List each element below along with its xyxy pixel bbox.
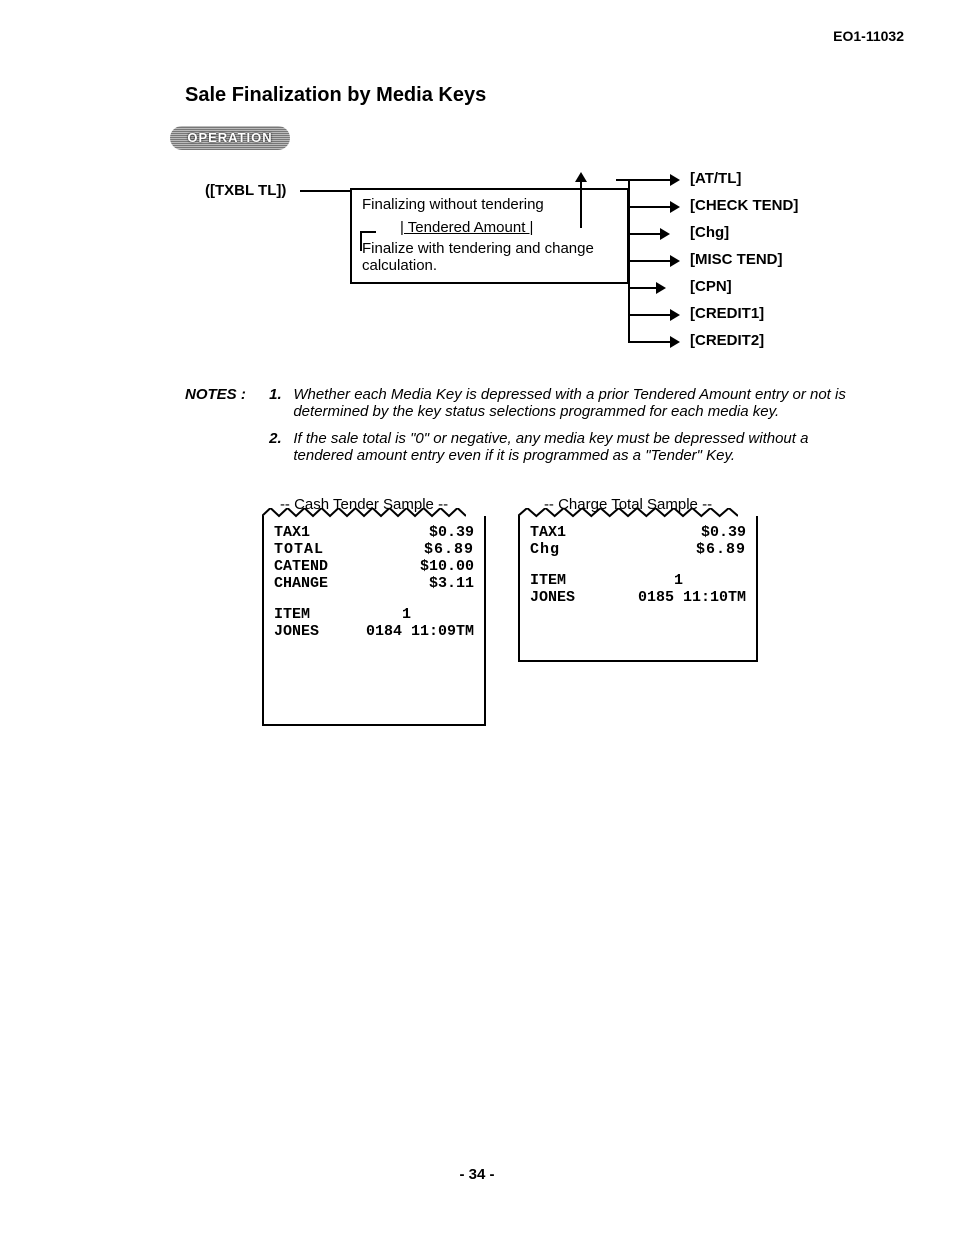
connector [300,190,350,192]
flow-box: Finalizing without tendering | Tendered … [350,188,629,284]
note-number: 2. [269,430,289,447]
receipt-line: TAX1$0.39 [530,524,746,541]
media-key-label: [AT/TL] [690,170,741,187]
media-key-label: [CPN] [690,278,732,295]
receipt-line: JONES0185 11:10TM [530,589,746,606]
notes-label: NOTES : [185,386,265,403]
key-arrow [628,233,668,235]
key-arrow [628,206,678,208]
media-key-label: [CHECK TEND] [690,197,798,214]
key-arrow [628,314,678,316]
flow-line2: Finalize with tendering and change calcu… [362,240,617,274]
key-arrow [628,179,678,181]
txbl-label: ([TXBL TL]) [205,182,286,199]
media-key-label: [CREDIT2] [690,332,764,349]
note-text: If the sale total is "0" or negative, an… [293,430,853,464]
receipt-line: CATEND$10.00 [274,558,474,575]
doc-id: EO1-11032 [833,28,904,44]
receipt-line: TAX1$0.39 [274,524,474,541]
media-key-label: [CREDIT1] [690,305,764,322]
note-text: Whether each Media Key is depressed with… [293,386,853,420]
key-arrow [628,260,678,262]
operation-badge: OPERATION [170,126,290,150]
notes-block: NOTES : 1. Whether each Media Key is dep… [185,386,865,464]
receipt-line: CHANGE$3.11 [274,575,474,592]
receipt-line: ITEM1 [274,606,474,623]
arrow-up [580,180,582,228]
page-title: Sale Finalization by Media Keys [185,84,486,107]
connector [360,231,362,251]
key-arrow [628,287,664,289]
receipt-line: JONES0184 11:09TM [274,623,474,640]
key-arrow [628,341,678,343]
page-number: - 34 - [0,1166,954,1183]
connector [360,231,376,233]
receipt-cash: TAX1$0.39TOTAL$6.89CATEND$10.00CHANGE$3.… [262,516,486,726]
media-key-label: [MISC TEND] [690,251,783,268]
receipt-line: ITEM1 [530,572,746,589]
media-key-label: [Chg] [690,224,729,241]
flow-line1: Finalizing without tendering [362,196,617,213]
receipt-charge: TAX1$0.39Chg$6.89 ITEM1 JONES0185 11:10TM [518,516,758,662]
receipt-line: Chg$6.89 [530,541,746,558]
note-number: 1. [269,386,289,403]
receipt-line: TOTAL$6.89 [274,541,474,558]
tendered-amount: | Tendered Amount | [400,219,617,236]
